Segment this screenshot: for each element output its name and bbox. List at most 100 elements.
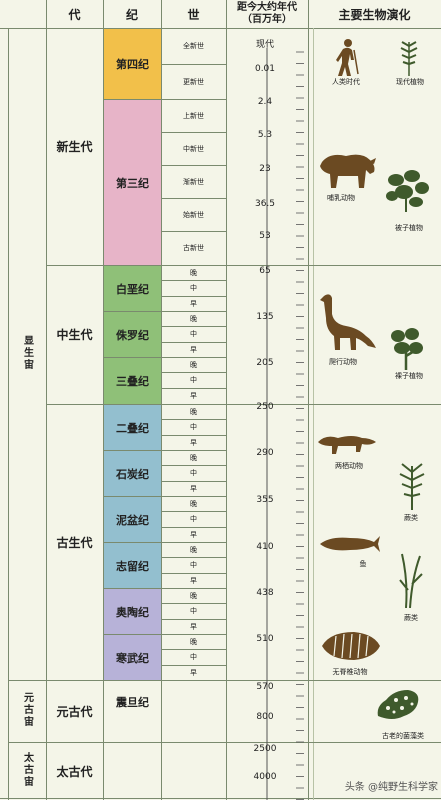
age-scale-ruler [266,48,304,800]
age-label: 65 [259,266,271,276]
age-label: 510 [256,634,274,644]
mammal-icon [320,154,376,188]
sub-late: 晚 [190,637,197,646]
header-age: 距今大约年代 （百万年） [226,0,308,28]
sub-late: 晚 [190,314,197,323]
period-fill-mesozoic [104,266,161,404]
sub-middle: 中 [190,607,197,615]
life-label-fish: 鱼 [359,560,367,568]
age-label: 5.3 [257,130,273,140]
eon-archean: 太古宙 [24,753,34,788]
sub-middle: 中 [190,423,197,431]
period-carboniferous: 石炭纪 [116,467,149,481]
era-cenozoic: 新生代 [56,140,93,154]
age-label: 4000 [253,772,277,782]
age-label: 438 [256,588,274,598]
sub-middle: 中 [190,376,197,384]
epoch-oligocene: 渐新世 [183,177,204,186]
header-eon [0,0,46,28]
sub-early: 早 [190,484,197,493]
period-quaternary: 第四纪 [116,58,149,71]
sub-middle: 中 [190,561,197,569]
age-label: 2.4 [257,97,273,107]
sub-late: 晚 [190,360,197,369]
sub-middle: 中 [190,515,197,523]
age-label: 800 [256,712,274,722]
age-label: 53 [259,231,271,241]
header-epoch: 世 [187,7,200,22]
age-label: 135 [256,312,274,322]
era-archean: 太古代 [56,764,93,779]
life-label-amphibian: 两栖动物 [335,462,363,470]
epoch-miocene: 中新世 [183,144,204,153]
sub-early: 早 [190,345,197,354]
epoch-paleocene: 古新世 [183,244,204,252]
header-age-line1: 距今大约年代 [237,2,297,13]
period-devonian: 泥盆纪 [116,513,149,527]
dinosaur-icon [320,294,376,350]
fern-icon [399,553,423,608]
period-silurian: 志留纪 [116,559,149,573]
algae-icon [377,690,419,719]
life-label-human-age: 人类时代 [332,78,360,86]
sub-late: 晚 [190,453,197,462]
age-label: 355 [256,495,274,505]
life-label-angiosperm: 被子植物 [395,224,423,232]
epoch-holocene: 全新世 [183,42,204,50]
life-label-gymnosperm: 裸子植物 [395,372,423,380]
sub-middle: 中 [190,330,197,338]
sub-early: 早 [190,438,197,447]
sub-middle: 中 [190,284,197,292]
sub-middle: 中 [190,469,197,477]
period-sinian: 震旦纪 [116,696,149,709]
modern-plant-icon [400,41,418,76]
age-label: 23 [259,164,271,174]
age-label: 0.01 [254,64,276,74]
age-label: 570 [256,682,274,692]
gymnosperm-icon [391,328,423,370]
sub-late: 晚 [190,591,197,600]
angiosperm-icon [386,170,429,212]
period-cretaceous: 白垩纪 [116,282,149,296]
amphibian-icon [318,436,376,454]
age-label: 36.5 [254,199,276,209]
human-figure-icon [336,39,359,76]
header-period: 纪 [125,7,138,22]
epoch-pleistocene: 更新世 [183,78,204,86]
era-mesozoic: 中生代 [56,328,93,342]
trilobite-icon [322,632,380,660]
sub-late: 晚 [190,407,197,416]
life-label-modern-plant: 现代植物 [396,78,424,86]
life-label-ancient-algae: 古老的菌藻类 [382,732,424,740]
period-fill-tertiary [104,100,161,265]
sub-early: 早 [190,299,197,308]
eon-phanerozoic: 显生宙 [24,336,34,371]
sub-early: 早 [190,392,197,400]
age-label: 现代 [255,39,274,50]
era-proterozoic: 元古代 [56,704,93,719]
sub-late: 晚 [190,499,197,508]
period-fill-quaternary [104,29,161,99]
life-label-fern: 蕨类 [404,514,418,522]
period-cambrian: 寒武纪 [116,651,149,665]
age-label: 250 [256,402,274,412]
sub-early: 早 [190,622,197,631]
header-era: 代 [68,7,81,22]
sub-late: 晚 [190,268,197,277]
watermark-text: 头条 @纯野生科学家 [344,781,438,793]
life-label-mammal: 哺乳动物 [327,194,355,202]
age-label: 290 [256,448,274,458]
period-jurassic: 侏罗纪 [116,328,149,342]
period-tertiary: 第三纪 [116,176,149,190]
epoch-eocene: 始新世 [183,210,204,219]
sub-early: 早 [190,576,197,585]
sub-late: 晚 [190,545,197,554]
life-label-invertebrate: 无脊椎动物 [332,668,368,676]
age-label: 2500 [253,744,277,754]
life-label-reptile: 爬行动物 [329,358,357,366]
epoch-pliocene: 上新世 [183,112,204,120]
header-age-line2: （百万年） [242,14,292,25]
header-life: 主要生物演化 [338,7,411,22]
life-label-fern: 蕨类 [404,614,418,622]
fern-icon [399,463,425,510]
